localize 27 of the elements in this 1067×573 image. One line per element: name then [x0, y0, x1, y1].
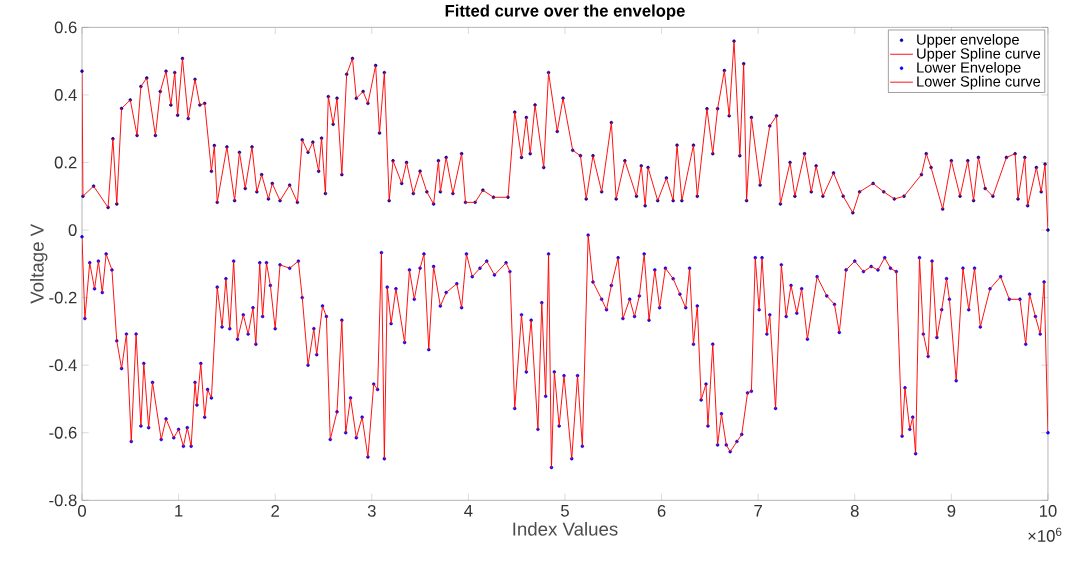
x-tick-label: 2 [271, 504, 279, 517]
y-tick-label: 0.6 [54, 21, 77, 34]
y-axis-title: Voltage V [30, 223, 48, 304]
x-tick-label: 5 [561, 504, 569, 517]
y-tick-label: -0.6 [49, 426, 77, 439]
x-tick-label: 4 [464, 504, 473, 517]
chart-title: Fitted curve over the envelope [445, 4, 685, 20]
text: ×10$^{6}$ [1028, 527, 1062, 542]
x-axis-title: Index Values [513, 521, 618, 536]
y-tick-label: 0.2 [54, 156, 77, 169]
legend-label: Upper Spline curve [917, 47, 1041, 62]
x-tick-label: 8 [850, 504, 859, 517]
y-tick-label: -0.2 [49, 291, 77, 304]
y-tick-label: -0.8 [49, 494, 77, 507]
legend-label: Lower Spline curve [917, 75, 1041, 90]
x-tick-label: 9 [947, 504, 956, 517]
x-tick-label: 10 [1039, 504, 1057, 517]
x-tick-label: 6 [657, 504, 666, 517]
y-tick-label: 0.4 [54, 88, 77, 101]
y-tick-label: 0 [68, 224, 77, 236]
x-tick-label: 0 [78, 504, 86, 517]
y-tick-label: -0.4 [49, 359, 77, 371]
x-tick-label: 1 [175, 504, 183, 517]
x-tick-label: 7 [754, 504, 762, 517]
x-tick-label: 3 [367, 504, 376, 517]
legend-label: Lower Envelope [917, 61, 1021, 76]
legend-label: Upper envelope [917, 33, 1019, 48]
